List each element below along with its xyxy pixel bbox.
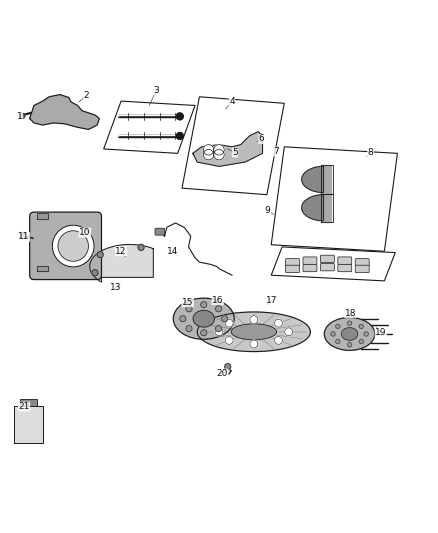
FancyBboxPatch shape [286, 259, 300, 266]
Bar [37, 265, 48, 271]
Circle shape [359, 340, 364, 344]
Text: 13: 13 [110, 283, 122, 292]
Ellipse shape [173, 298, 234, 340]
FancyBboxPatch shape [338, 257, 352, 264]
Polygon shape [271, 247, 395, 281]
Text: 3: 3 [153, 86, 159, 95]
FancyBboxPatch shape [321, 263, 334, 271]
Circle shape [275, 319, 283, 327]
Circle shape [215, 326, 222, 332]
Circle shape [215, 328, 223, 336]
Circle shape [20, 114, 25, 118]
FancyBboxPatch shape [286, 265, 300, 272]
Polygon shape [193, 132, 262, 166]
Circle shape [347, 343, 352, 347]
Text: 21: 21 [18, 402, 30, 411]
Circle shape [177, 133, 184, 140]
Circle shape [359, 324, 364, 328]
Text: 4: 4 [229, 98, 235, 107]
Polygon shape [197, 312, 311, 352]
Circle shape [331, 332, 335, 336]
Circle shape [250, 340, 258, 348]
Circle shape [203, 144, 214, 155]
Text: 15: 15 [182, 298, 194, 306]
Circle shape [275, 336, 283, 344]
Polygon shape [271, 147, 397, 251]
Text: 19: 19 [375, 328, 387, 337]
Circle shape [336, 340, 340, 344]
Text: 7: 7 [274, 147, 279, 156]
Circle shape [225, 364, 231, 370]
Polygon shape [231, 324, 276, 340]
Circle shape [214, 144, 224, 155]
Circle shape [58, 231, 88, 261]
Ellipse shape [324, 318, 375, 350]
Circle shape [250, 316, 258, 324]
Text: 12: 12 [115, 247, 127, 256]
Polygon shape [104, 101, 195, 154]
Text: 14: 14 [167, 247, 178, 256]
FancyBboxPatch shape [155, 228, 165, 235]
Circle shape [20, 232, 26, 239]
Circle shape [186, 306, 192, 312]
Text: 8: 8 [367, 148, 373, 157]
Ellipse shape [193, 310, 215, 327]
Circle shape [214, 149, 224, 160]
Text: 16: 16 [212, 295, 223, 304]
Circle shape [225, 336, 233, 344]
FancyBboxPatch shape [355, 265, 369, 272]
Polygon shape [90, 245, 153, 282]
Circle shape [347, 321, 352, 325]
FancyBboxPatch shape [30, 212, 102, 279]
Circle shape [203, 149, 214, 160]
FancyBboxPatch shape [338, 264, 352, 272]
FancyBboxPatch shape [303, 257, 317, 264]
Circle shape [177, 113, 184, 120]
Text: 18: 18 [345, 309, 356, 318]
Bar [37, 213, 48, 219]
Text: 17: 17 [266, 296, 278, 305]
Circle shape [97, 252, 103, 258]
FancyBboxPatch shape [303, 264, 317, 272]
Circle shape [285, 328, 293, 336]
Text: 6: 6 [259, 134, 265, 143]
Circle shape [180, 316, 186, 322]
Ellipse shape [341, 328, 358, 340]
Circle shape [92, 270, 98, 276]
Circle shape [186, 326, 192, 332]
Text: 11: 11 [18, 232, 30, 241]
Circle shape [364, 332, 368, 336]
Polygon shape [182, 97, 284, 195]
Circle shape [138, 244, 144, 251]
Bar [321, 193, 331, 222]
Text: 5: 5 [232, 148, 238, 157]
Text: 2: 2 [84, 91, 89, 100]
FancyBboxPatch shape [355, 259, 369, 266]
Circle shape [225, 319, 233, 327]
Text: 9: 9 [265, 206, 271, 215]
Circle shape [336, 324, 340, 328]
Bar [321, 165, 331, 193]
Circle shape [52, 225, 94, 267]
Text: 1: 1 [17, 112, 22, 121]
Circle shape [222, 316, 228, 322]
Bar [20, 399, 37, 406]
Polygon shape [30, 94, 99, 130]
FancyBboxPatch shape [321, 255, 334, 263]
Bar [14, 406, 43, 443]
Text: 10: 10 [79, 228, 91, 237]
Polygon shape [302, 195, 323, 221]
Circle shape [201, 302, 207, 308]
Text: 20: 20 [217, 369, 228, 378]
Polygon shape [302, 166, 323, 192]
Circle shape [201, 330, 207, 336]
Circle shape [215, 306, 222, 312]
